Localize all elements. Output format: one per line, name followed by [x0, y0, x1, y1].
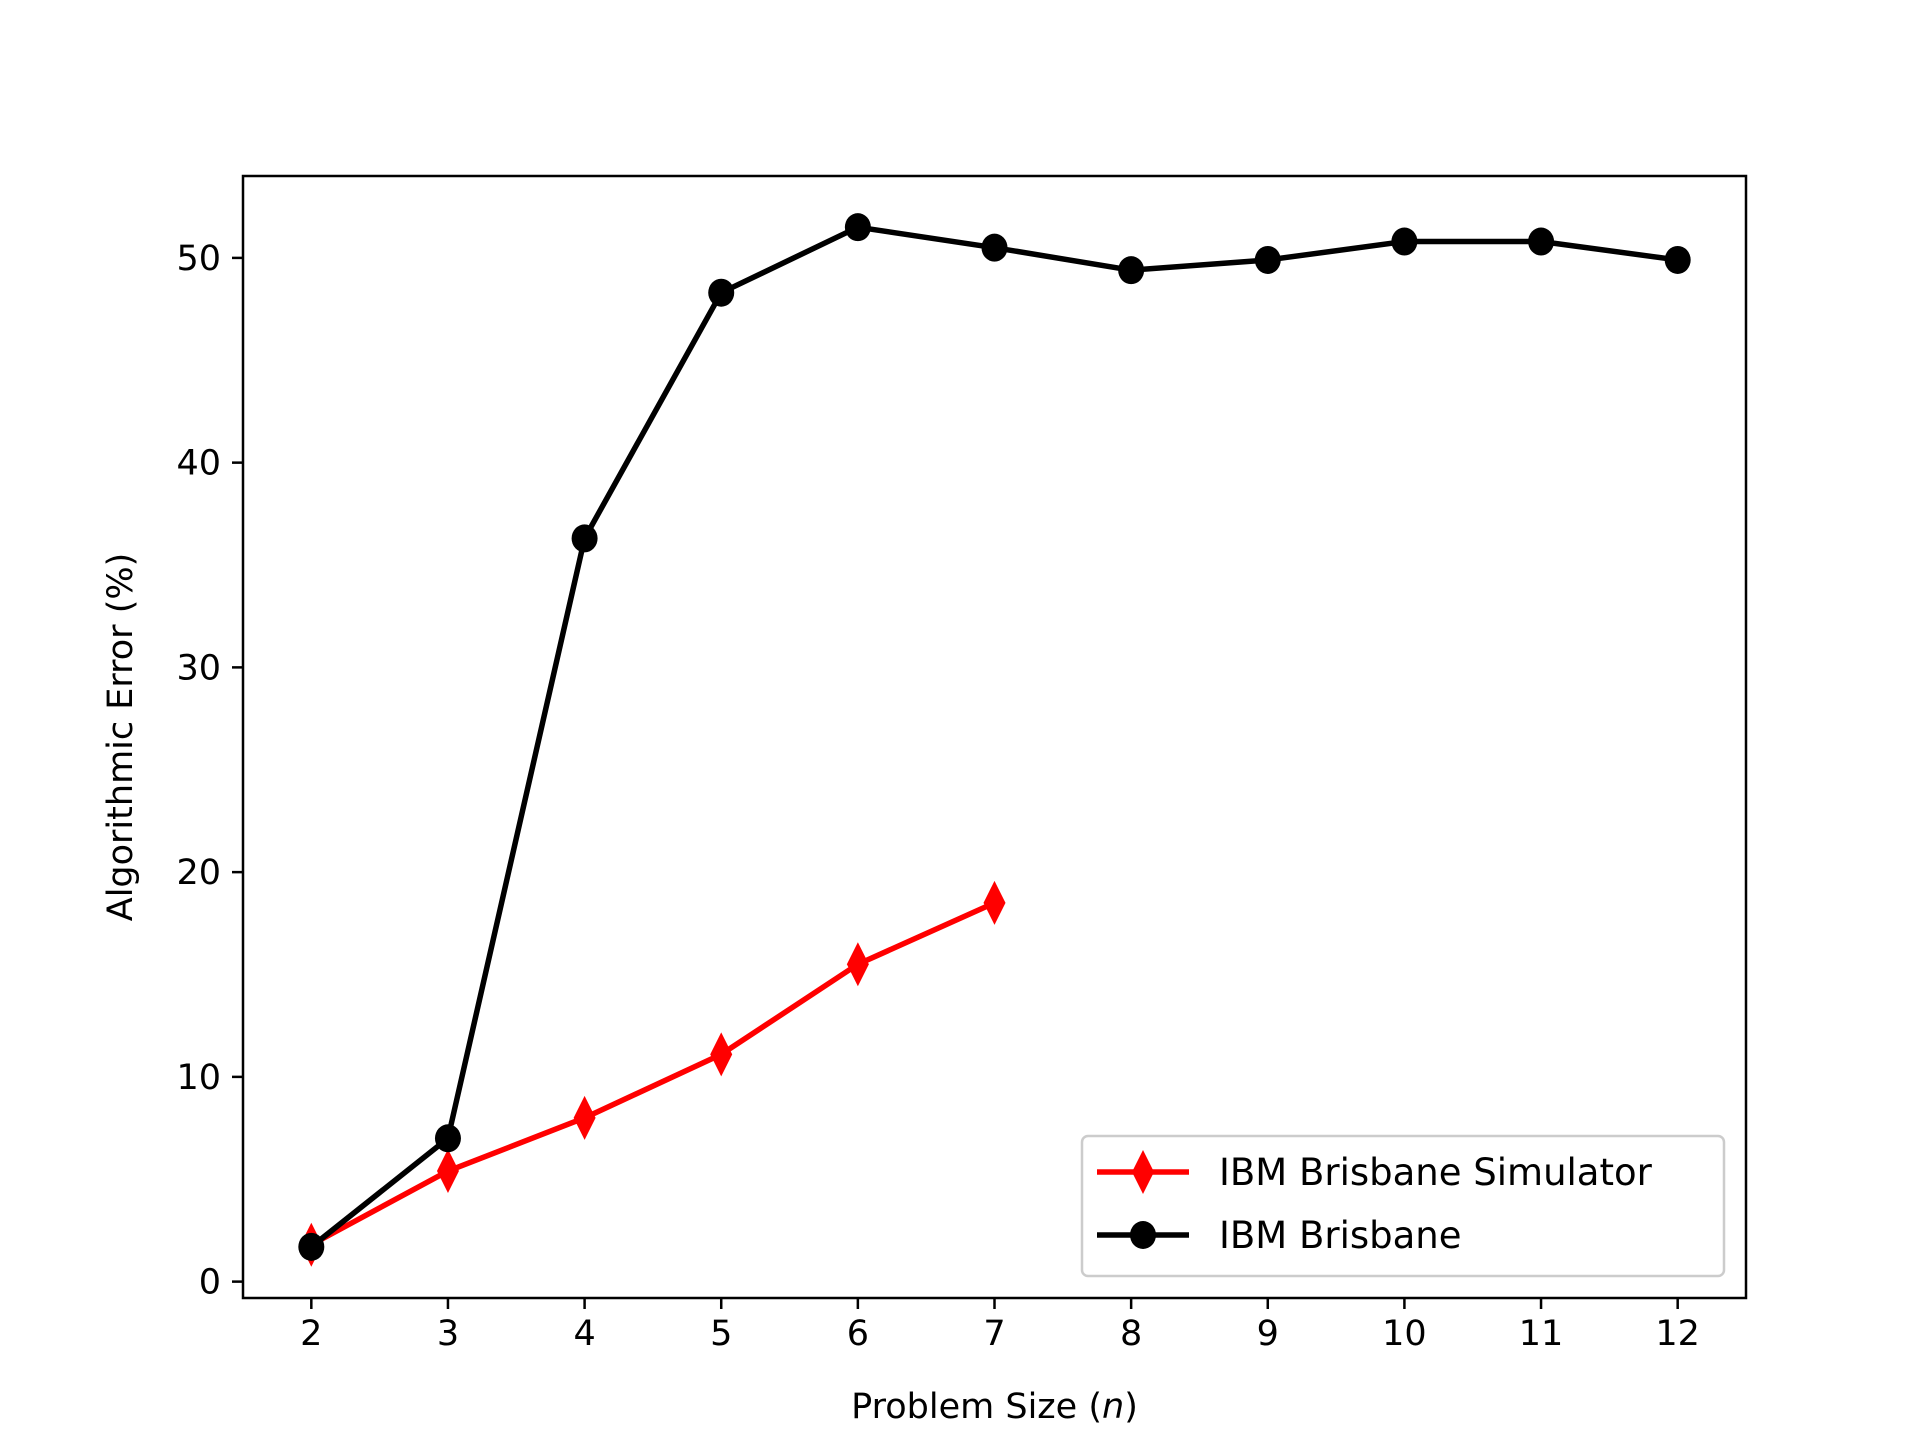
- x-tick-label: 2: [300, 1314, 322, 1354]
- x-tick-label: 11: [1519, 1314, 1564, 1354]
- x-tick-label: 8: [1120, 1314, 1142, 1354]
- x-tick-label: 5: [710, 1314, 732, 1354]
- y-axis: 0 10 20 30 40 50: [176, 239, 243, 1303]
- circle-marker: [1528, 227, 1555, 256]
- diamond-marker: [573, 1095, 596, 1140]
- circle-marker: [981, 233, 1008, 262]
- y-axis-label: Algorithmic Error (%): [101, 553, 141, 922]
- circle-marker: [1391, 227, 1418, 256]
- legend-item: IBM Brisbane Simulator: [1097, 1150, 1653, 1194]
- diamond-marker: [710, 1032, 733, 1077]
- circle-marker: [434, 1124, 461, 1153]
- circle-marker: [571, 524, 598, 553]
- diamond-marker: [436, 1149, 459, 1194]
- legend-box: [1080, 1134, 1726, 1278]
- diamond-marker: [1132, 1150, 1154, 1194]
- legend-label: IBM Brisbane: [1219, 1214, 1462, 1257]
- x-tick-label: 6: [847, 1314, 869, 1354]
- x-tick-label: 9: [1257, 1314, 1279, 1354]
- y-tick-label: 30: [176, 648, 221, 688]
- series-ibm-brisbane: [298, 213, 1691, 1261]
- y-tick-label: 10: [176, 1058, 221, 1098]
- circle-marker: [708, 278, 735, 307]
- x-tick-label: 7: [983, 1314, 1005, 1354]
- y-tick-label: 0: [199, 1263, 221, 1303]
- circle-marker: [1118, 256, 1145, 285]
- x-tick-label: 10: [1382, 1314, 1427, 1354]
- circle-marker: [1130, 1221, 1156, 1249]
- legend: IBM Brisbane Simulator IBM Brisbane: [1080, 1134, 1726, 1278]
- y-tick-label: 40: [176, 444, 221, 484]
- y-tick-label: 20: [176, 853, 221, 893]
- x-tick-label: 12: [1655, 1314, 1700, 1354]
- circle-marker: [298, 1232, 325, 1261]
- y-tick-label: 50: [176, 239, 221, 279]
- legend-item: IBM Brisbane: [1097, 1214, 1462, 1257]
- x-tick-label: 4: [573, 1314, 595, 1354]
- diamond-marker: [983, 880, 1006, 925]
- x-axis: 2 3 4 5 6 7 8 9 10 11 12: [300, 1298, 1700, 1354]
- circle-marker: [844, 213, 871, 242]
- legend-label: IBM Brisbane Simulator: [1219, 1151, 1653, 1194]
- circle-marker: [1254, 245, 1281, 274]
- diamond-marker: [846, 942, 869, 987]
- series-layer: [298, 213, 1691, 1267]
- circle-marker: [1664, 245, 1691, 274]
- x-axis-label: Problem Size (n): [851, 1387, 1138, 1427]
- x-tick-label: 3: [437, 1314, 459, 1354]
- series-line: [310, 900, 996, 1248]
